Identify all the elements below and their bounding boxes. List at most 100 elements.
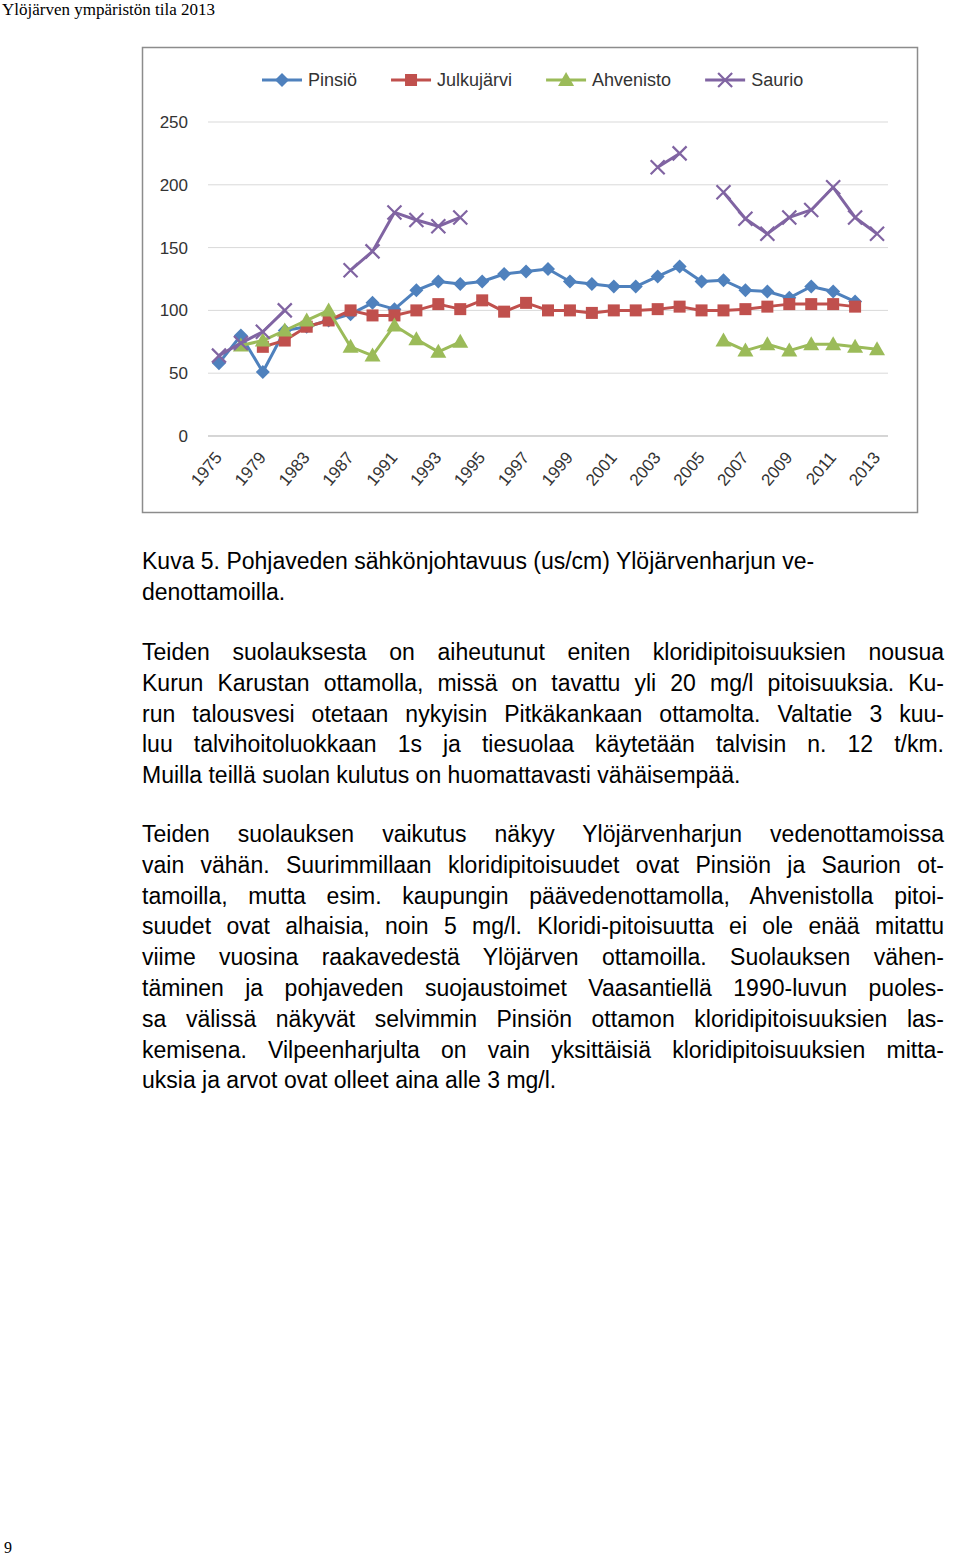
marker — [520, 297, 532, 309]
marker — [805, 298, 817, 310]
marker — [716, 185, 730, 199]
x-tick-label: 1987 — [319, 448, 358, 489]
plot-marks — [212, 146, 885, 379]
x-tick-label: 1979 — [231, 448, 270, 489]
marker — [256, 365, 270, 379]
paragraph-line: Teiden suolauksesta on aiheutunut eniten… — [142, 637, 944, 667]
x-tick-label: 2011 — [802, 448, 840, 488]
x-tick-label: 1993 — [407, 448, 446, 489]
marker — [367, 309, 379, 321]
marker — [387, 205, 401, 219]
x-tick-label: 2007 — [714, 448, 753, 489]
paragraph-line: Kurun Karustan ottamolla, missä on tavat… — [142, 668, 944, 698]
grid-line — [208, 436, 888, 437]
marker — [585, 277, 599, 291]
grid-line — [208, 122, 888, 123]
paragraph-line: täminen ja pohjaveden suojaustoimet Vaas… — [142, 973, 944, 1003]
paragraph-line: Teiden suolauksen vaikutus näkyy Ylöjärv… — [142, 819, 944, 849]
y-tick-label: 150 — [160, 239, 188, 258]
marker — [760, 227, 774, 241]
marker — [277, 322, 293, 336]
paragraph-line: run talousvesi otetaan nykyisin Pitkäkan… — [142, 699, 944, 729]
marker — [405, 74, 417, 86]
marker — [299, 312, 315, 326]
marker — [365, 348, 381, 362]
paragraph-line: viime vuosina raakavedestä Ylöjärven ott… — [142, 942, 944, 972]
marker — [738, 212, 752, 226]
legend-label: Ahvenisto — [592, 70, 671, 90]
marker — [212, 356, 226, 370]
paragraph-line: sa välissä näkyvät selvimmin Pinsiön ott… — [142, 1004, 944, 1034]
marker — [827, 298, 839, 310]
paragraph-line: luu talvihoitoluokkaan 1s ja tiesuolaa k… — [142, 729, 944, 759]
chart: 0501001502002501975197919831987199119931… — [0, 0, 960, 530]
marker — [870, 227, 884, 241]
grid-line — [208, 373, 888, 374]
marker — [674, 301, 686, 313]
marker — [212, 349, 226, 363]
marker — [629, 280, 643, 294]
x-tick-label: 1983 — [275, 448, 314, 489]
marker — [847, 339, 863, 353]
legend-label: Julkujärvi — [437, 70, 512, 90]
marker — [453, 210, 467, 224]
marker — [541, 262, 555, 276]
marker — [781, 343, 797, 357]
marker — [696, 304, 708, 316]
marker — [321, 302, 337, 316]
marker — [386, 317, 402, 331]
marker — [760, 285, 774, 299]
marker — [738, 283, 752, 297]
marker — [869, 341, 885, 355]
x-tick-label: 2009 — [757, 448, 796, 489]
x-tick-label: 1999 — [538, 448, 577, 489]
y-tick-label: 200 — [160, 176, 188, 195]
marker — [563, 275, 577, 289]
paragraph-line: kemisena. Vilpeenharjulta on vain yksitt… — [142, 1035, 944, 1065]
marker — [564, 304, 576, 316]
marker — [826, 180, 840, 194]
page-header: Ylöjärven ympäristön tila 2013 — [2, 0, 215, 20]
y-tick-label: 0 — [179, 427, 188, 446]
marker — [783, 298, 795, 310]
marker — [542, 304, 554, 316]
marker — [430, 344, 446, 358]
x-tick-label: 2003 — [626, 448, 665, 489]
marker — [695, 275, 709, 289]
marker — [278, 303, 292, 317]
y-tick-label: 250 — [160, 113, 188, 132]
x-axis — [208, 436, 888, 437]
marker — [476, 294, 488, 306]
marker — [234, 336, 248, 350]
marker — [497, 267, 511, 281]
marker — [366, 244, 380, 258]
marker — [409, 283, 423, 297]
marker — [737, 343, 753, 357]
marker — [651, 269, 665, 283]
marker — [343, 339, 359, 353]
x-tick-label: 2001 — [582, 448, 621, 489]
grid-line — [208, 247, 888, 248]
marker — [345, 304, 357, 316]
marker — [673, 259, 687, 273]
legend: PinsiöJulkujärviAhvenistoSaurio — [262, 70, 803, 90]
series-line — [241, 310, 877, 355]
marker — [519, 264, 533, 278]
marker — [607, 280, 621, 294]
paragraph-line: uksia ja arvot ovat olleet aina alle 3 m… — [142, 1065, 944, 1095]
marker — [630, 304, 642, 316]
marker — [608, 304, 620, 316]
marker — [761, 301, 773, 313]
marker — [759, 336, 775, 350]
marker — [475, 275, 489, 289]
marker — [782, 210, 796, 224]
series-line — [219, 266, 855, 372]
y-tick-label: 100 — [160, 301, 188, 320]
paragraph-line: tamoilla, mutta esim. kaupungin pääveden… — [142, 881, 944, 911]
paragraph-line: suudet ovat alhaisia, noin 5 mg/l. Klori… — [142, 911, 944, 941]
marker — [278, 323, 292, 337]
marker — [673, 146, 687, 160]
marker — [344, 263, 358, 277]
marker — [717, 304, 729, 316]
caption-line: Kuva 5. Pohjaveden sähkönjohtavuus (us/c… — [142, 546, 944, 576]
